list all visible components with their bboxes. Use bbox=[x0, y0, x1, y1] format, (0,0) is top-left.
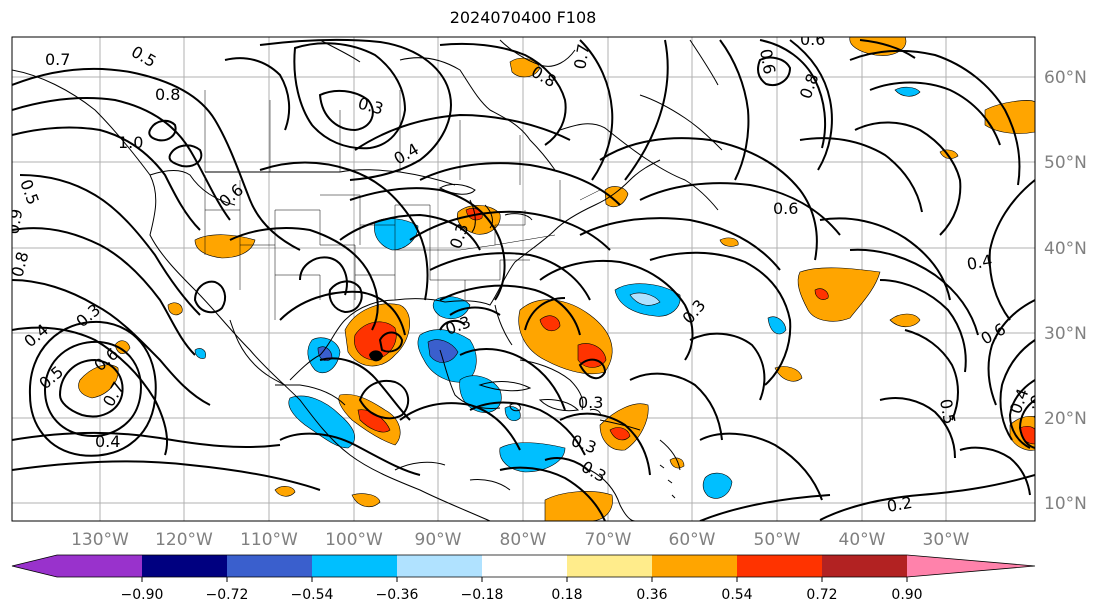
contour-label: 0.4 bbox=[95, 432, 120, 451]
longitude-label: 60°W bbox=[669, 530, 716, 550]
longitude-label: 70°W bbox=[585, 530, 632, 550]
contour-label: 0.7 bbox=[570, 42, 593, 70]
colorbar-swatch bbox=[142, 555, 228, 577]
colorbar-swatch bbox=[57, 555, 143, 577]
longitude-label: 100°W bbox=[325, 530, 383, 550]
contour-label: 0.4 bbox=[965, 251, 993, 274]
contour-label: 0.5 bbox=[936, 397, 959, 425]
longitude-label: 80°W bbox=[500, 530, 547, 550]
contour-label: 0.8 bbox=[8, 250, 33, 280]
map-frame bbox=[11, 36, 1036, 522]
colorbar-swatch bbox=[652, 555, 738, 577]
latitude-label: 60°N bbox=[1044, 68, 1087, 88]
anomaly-shading bbox=[78, 37, 1035, 521]
colorbar-label: 0.54 bbox=[721, 587, 752, 603]
state-borders bbox=[204, 90, 601, 320]
longitude-label: 40°W bbox=[839, 530, 886, 550]
longitude-label: 110°W bbox=[240, 530, 298, 550]
latitude-label: 50°N bbox=[1044, 153, 1087, 173]
colorbar-swatch bbox=[822, 555, 908, 577]
contour-lines bbox=[12, 38, 1035, 521]
colorbar-label: −0.18 bbox=[461, 587, 504, 603]
colorbar-label: 0.18 bbox=[551, 587, 582, 603]
contour-label: 0.3 bbox=[578, 393, 603, 412]
contour-label: 0.6 bbox=[756, 47, 779, 75]
longitude-label: 120°W bbox=[155, 530, 213, 550]
colorbar-ticks bbox=[141, 577, 908, 582]
colorbar-swatch bbox=[312, 555, 398, 577]
map-area: 0.7 0.5 0.8 1.0 0.3 0.4 0.6 0.8 0.9 0.5 … bbox=[3, 30, 1049, 522]
colorbar-swatch bbox=[567, 555, 653, 577]
colorbar-label: −0.54 bbox=[291, 587, 334, 603]
colorbar: −0.90 −0.72 −0.54 −0.36 −0.18 0.18 0.36 … bbox=[11, 554, 1036, 603]
latitude-label: 30°N bbox=[1044, 324, 1087, 344]
colorbar-label: 0.90 bbox=[891, 587, 922, 603]
colorbar-label: −0.90 bbox=[121, 587, 164, 603]
islands bbox=[478, 381, 676, 499]
colorbar-extend-high bbox=[907, 555, 1035, 577]
longitude-label: 30°W bbox=[923, 530, 970, 550]
latitude-axis: 60°N 50°N 40°N 30°N 20°N 10°N bbox=[1044, 68, 1087, 514]
longitude-label: 90°W bbox=[415, 530, 462, 550]
longitude-axis: 130°W 120°W 110°W 100°W 90°W 80°W 70°W 6… bbox=[71, 530, 970, 550]
latitude-label: 10°N bbox=[1044, 494, 1087, 514]
colorbar-label: −0.36 bbox=[376, 587, 419, 603]
longitude-label: 130°W bbox=[71, 530, 129, 550]
longitude-label: 50°W bbox=[754, 530, 801, 550]
contour-label: 0.9 bbox=[3, 207, 26, 235]
latitude-label: 20°N bbox=[1044, 409, 1087, 429]
colorbar-label: −0.72 bbox=[206, 587, 249, 603]
contour-label: 0.2 bbox=[885, 493, 913, 516]
colorbar-label: 0.72 bbox=[806, 587, 837, 603]
latitude-label: 40°N bbox=[1044, 239, 1087, 259]
colorbar-outline bbox=[11, 554, 1036, 578]
contour-label: 0.8 bbox=[155, 85, 180, 104]
contour-label: 0.6 bbox=[773, 199, 798, 218]
contour-label: 0.4 bbox=[1026, 392, 1049, 420]
colorbar-swatch bbox=[737, 555, 823, 577]
contour-label: 0.6 bbox=[800, 30, 825, 49]
colorbar-label: 0.36 bbox=[636, 587, 667, 603]
colorbar-swatch bbox=[397, 555, 483, 577]
colorbar-swatch bbox=[482, 555, 568, 577]
gridlines bbox=[12, 37, 1035, 521]
contour-label: 1.0 bbox=[118, 133, 143, 152]
map-title: 2024070400 F108 bbox=[449, 8, 597, 27]
contour-label: 0.7 bbox=[45, 50, 70, 69]
colorbar-extend-low bbox=[12, 555, 57, 577]
colorbar-swatch bbox=[227, 555, 313, 577]
